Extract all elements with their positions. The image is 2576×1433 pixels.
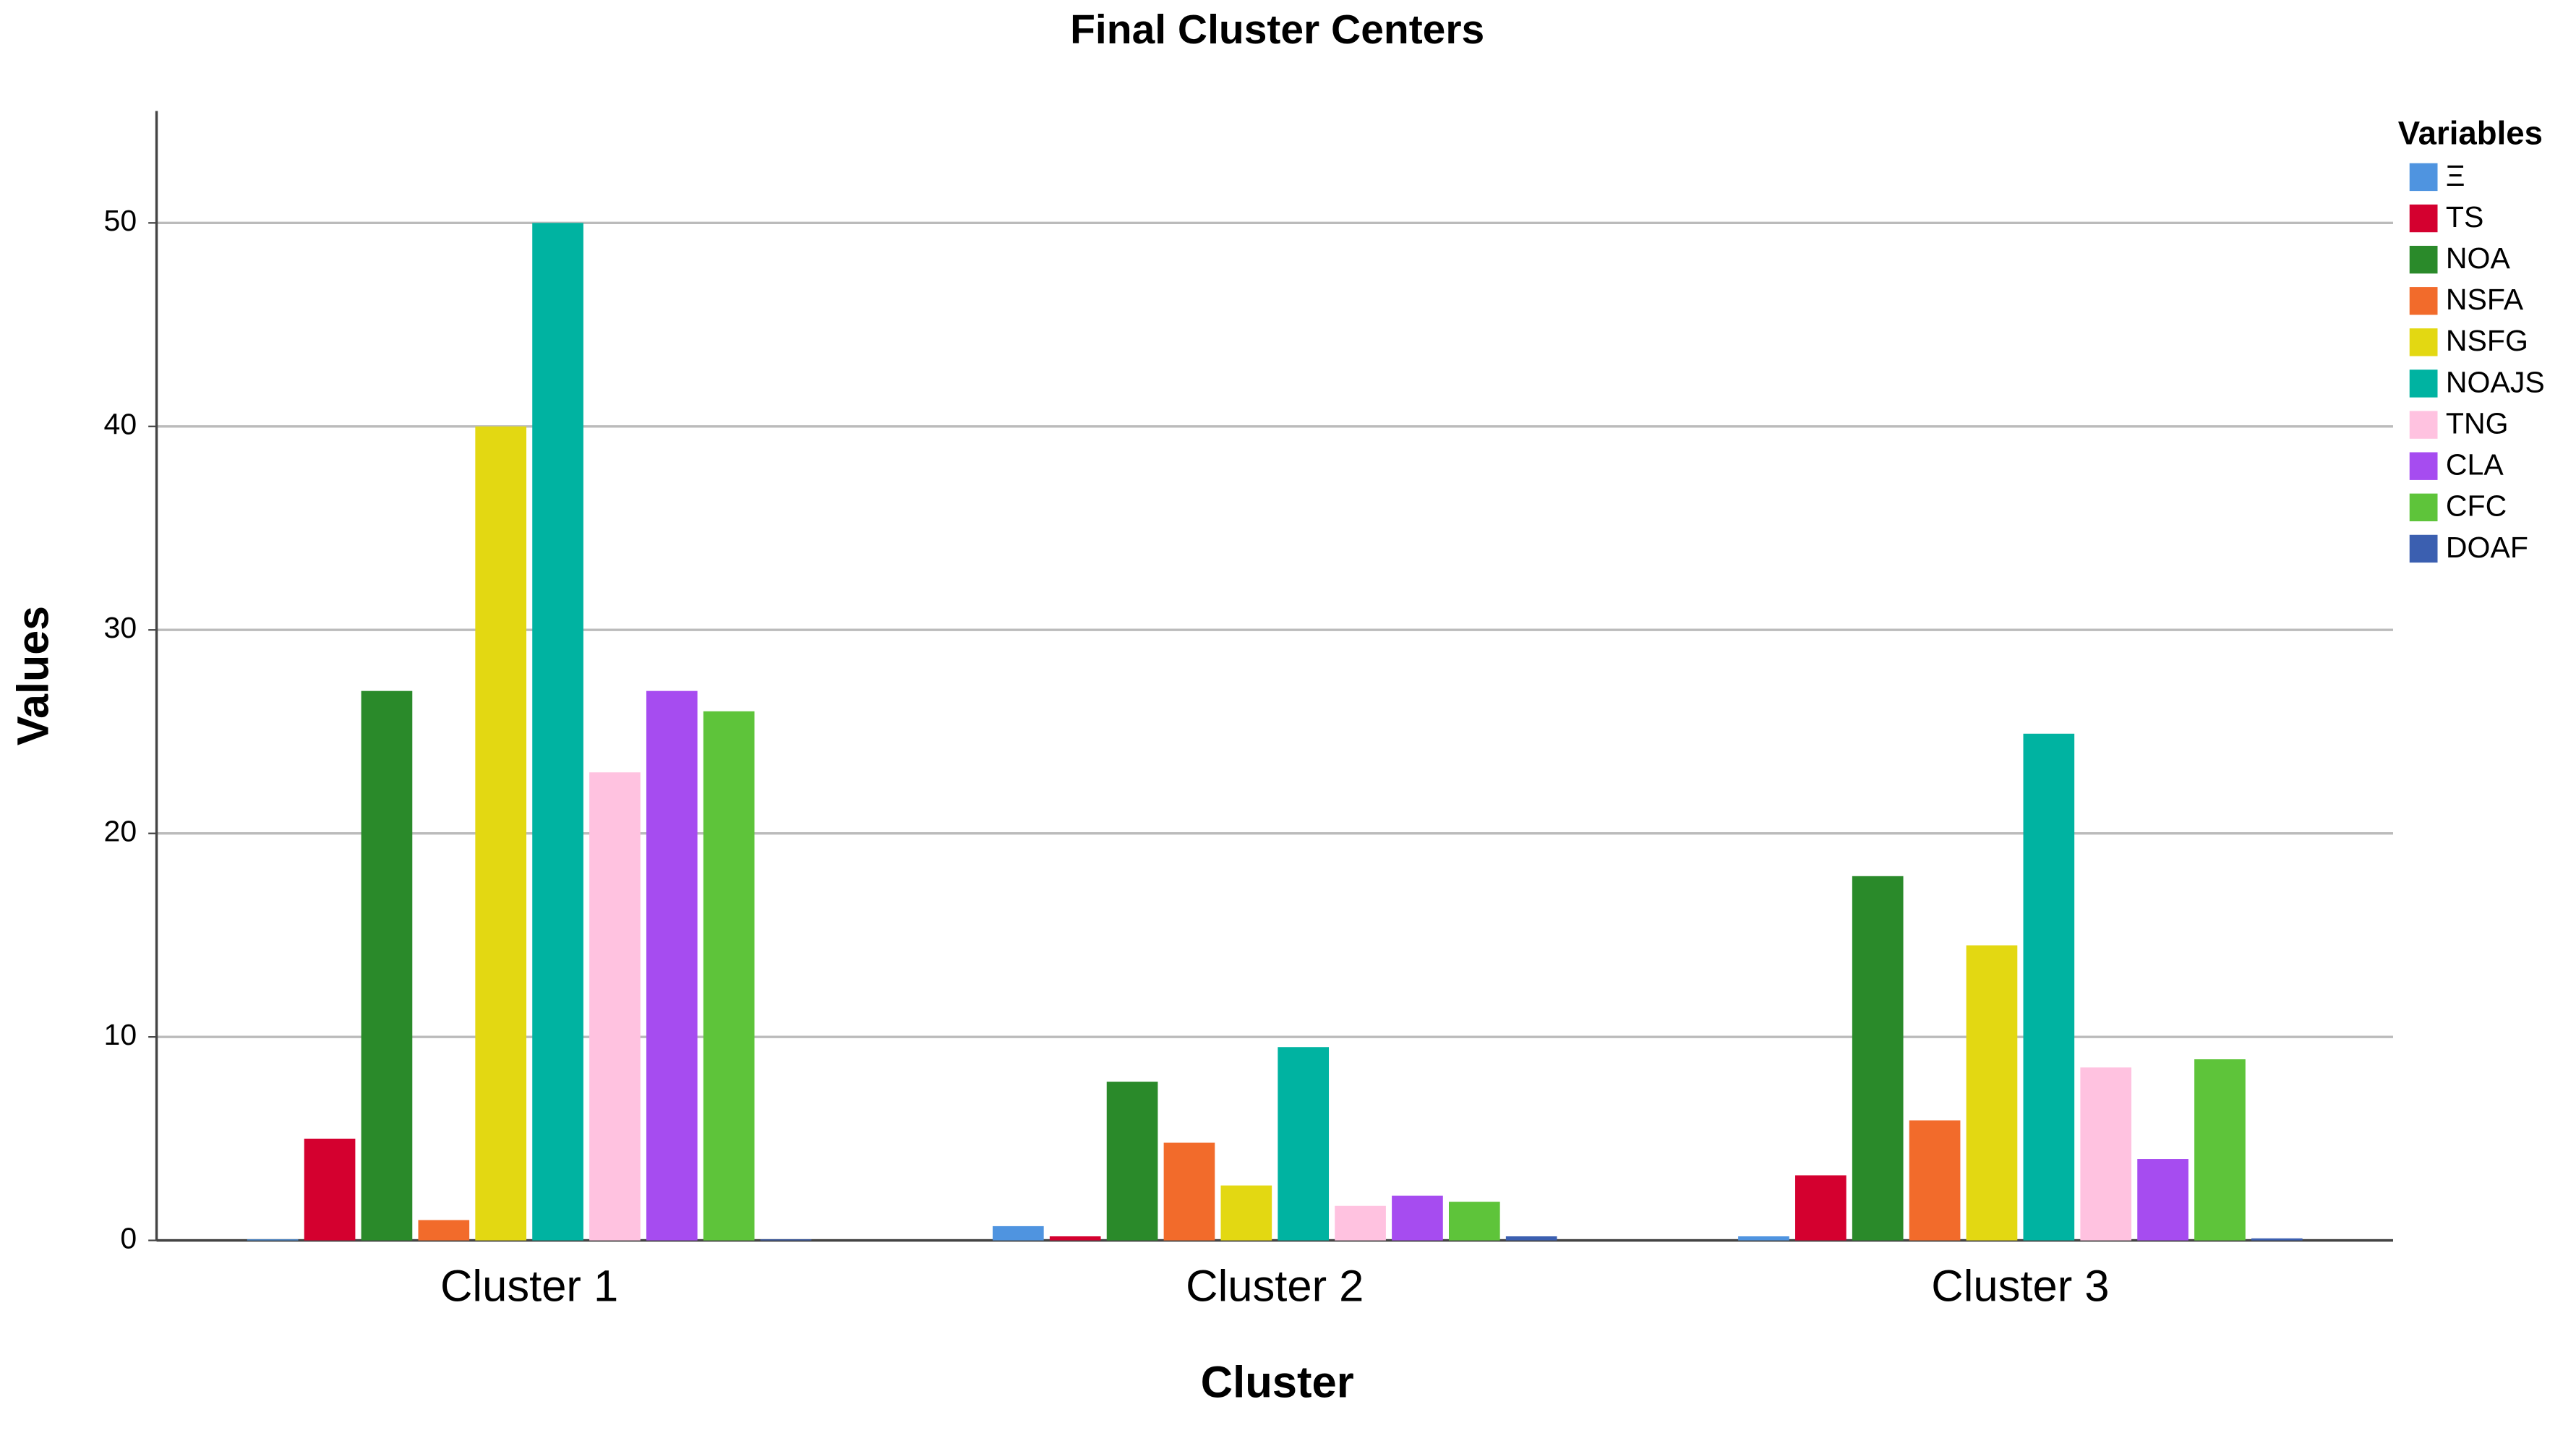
legend-swatch xyxy=(2409,369,2438,398)
bar xyxy=(1220,1185,1272,1241)
bar xyxy=(361,690,413,1241)
legend-swatch xyxy=(2409,328,2438,356)
bar xyxy=(418,1220,470,1241)
bar xyxy=(2251,1238,2303,1241)
legend-swatch xyxy=(2409,163,2438,192)
bar xyxy=(304,1138,356,1241)
bar xyxy=(760,1239,812,1241)
legend-swatch xyxy=(2409,245,2438,274)
y-axis-title: Values xyxy=(8,606,57,745)
bar xyxy=(1163,1142,1215,1241)
bar xyxy=(532,223,583,1241)
legend-swatch xyxy=(2409,452,2438,480)
legend-swatch xyxy=(2409,287,2438,315)
bar xyxy=(1392,1195,1443,1241)
bar xyxy=(1505,1236,1557,1241)
bar xyxy=(2137,1159,2188,1241)
legend-swatch xyxy=(2409,411,2438,439)
legend-swatch xyxy=(2409,204,2438,233)
bar xyxy=(1738,1236,1789,1241)
bar xyxy=(1278,1047,1330,1241)
bar xyxy=(992,1225,1044,1241)
legend-swatch xyxy=(2409,534,2438,563)
legend-swatch xyxy=(2409,493,2438,522)
bar xyxy=(646,690,698,1241)
bar xyxy=(2194,1059,2246,1241)
legend-label: DOAF xyxy=(2446,531,2528,564)
bar xyxy=(2023,733,2075,1241)
bar xyxy=(1795,1175,1847,1241)
x-tick-label: Cluster 1 xyxy=(440,1262,618,1311)
y-tick-label: 10 xyxy=(104,1018,137,1051)
y-tick-label: 20 xyxy=(104,815,137,848)
bar xyxy=(1852,876,1904,1241)
bar xyxy=(1966,945,2018,1241)
bar xyxy=(475,426,527,1241)
bar xyxy=(1335,1205,1386,1241)
legend-label: TNG xyxy=(2446,407,2509,440)
legend-label: CLA xyxy=(2446,448,2504,482)
legend-label: TS xyxy=(2446,200,2483,234)
bar xyxy=(2080,1067,2132,1241)
y-tick-label: 50 xyxy=(104,204,137,237)
legend-label: NSFG xyxy=(2446,324,2528,357)
legend-title: Variables xyxy=(2398,114,2543,151)
bar xyxy=(1909,1120,1961,1241)
y-tick-label: 0 xyxy=(120,1222,137,1255)
chart-title: Final Cluster Centers xyxy=(1070,7,1484,53)
y-tick-label: 30 xyxy=(104,611,137,644)
x-tick-label: Cluster 3 xyxy=(1931,1262,2109,1311)
legend-label: NSFA xyxy=(2446,283,2524,316)
legend-label: CFC xyxy=(2446,489,2507,523)
x-tick-label: Cluster 2 xyxy=(1186,1262,1364,1311)
bar xyxy=(1049,1236,1101,1241)
legend-label: NOA xyxy=(2446,241,2511,275)
bar xyxy=(703,711,755,1241)
x-axis-title: Cluster xyxy=(1201,1358,1354,1407)
bar xyxy=(1106,1082,1158,1241)
bar xyxy=(589,772,641,1241)
legend-label: Ξ xyxy=(2446,159,2465,192)
bar xyxy=(247,1239,299,1241)
bar xyxy=(1448,1202,1500,1241)
y-tick-label: 40 xyxy=(104,408,137,441)
legend-label: NOAJS xyxy=(2446,366,2545,399)
